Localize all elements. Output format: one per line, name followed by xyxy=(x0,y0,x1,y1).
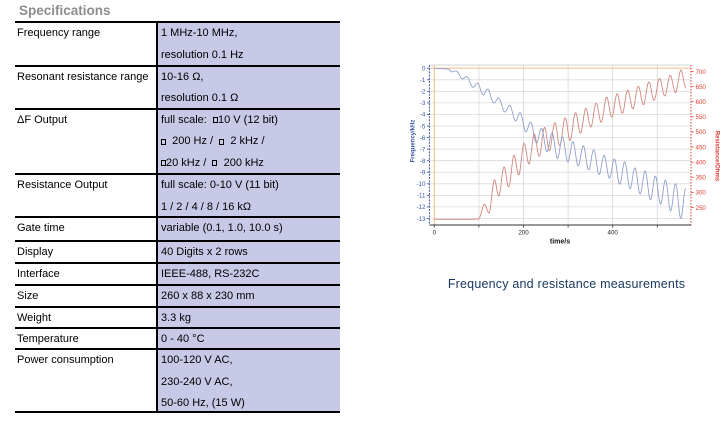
svg-text:-3: -3 xyxy=(420,100,426,107)
svg-text:-8: -8 xyxy=(420,158,426,165)
svg-text:Frequency/kHz: Frequency/kHz xyxy=(411,120,417,163)
svg-text:500: 500 xyxy=(696,129,707,136)
svg-text:-12: -12 xyxy=(416,204,426,211)
svg-text:400: 400 xyxy=(696,160,707,167)
svg-text:-11: -11 xyxy=(417,193,426,200)
svg-text:-5: -5 xyxy=(420,123,426,130)
svg-text:-4: -4 xyxy=(420,112,426,119)
svg-text:-7: -7 xyxy=(420,146,426,153)
svg-text:0: 0 xyxy=(422,66,426,73)
svg-text:650: 650 xyxy=(696,84,707,91)
svg-text:-2: -2 xyxy=(420,89,426,96)
svg-text:350: 350 xyxy=(696,175,707,182)
svg-text:400: 400 xyxy=(608,230,619,237)
svg-text:250: 250 xyxy=(696,205,707,212)
svg-text:450: 450 xyxy=(696,144,707,151)
svg-text:600: 600 xyxy=(696,99,707,106)
svg-text:-13: -13 xyxy=(416,216,426,223)
svg-text:-1: -1 xyxy=(420,77,426,84)
svg-text:300: 300 xyxy=(696,190,707,197)
svg-text:550: 550 xyxy=(696,114,707,121)
svg-text:time/s: time/s xyxy=(550,239,570,246)
svg-text:Resistance/Ohms: Resistance/Ohms xyxy=(714,131,720,182)
svg-text:700: 700 xyxy=(696,69,707,76)
svg-text:0: 0 xyxy=(433,230,437,237)
svg-text:-10: -10 xyxy=(416,181,426,188)
svg-text:200: 200 xyxy=(518,230,529,237)
svg-text:-6: -6 xyxy=(420,135,426,142)
svg-text:-9: -9 xyxy=(420,170,426,177)
